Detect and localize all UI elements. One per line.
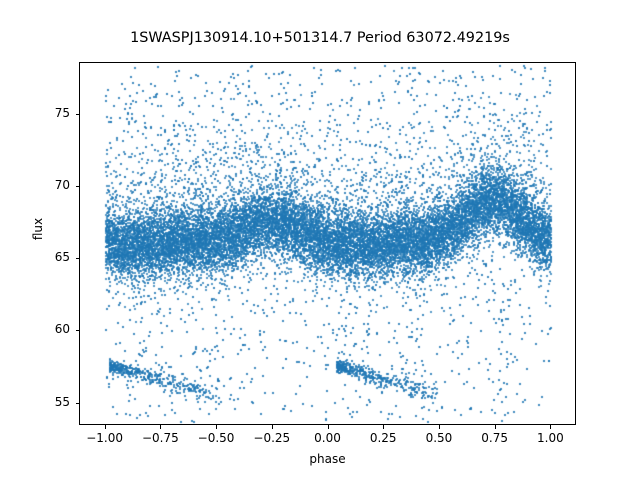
y-tick-label: 75 — [54, 105, 70, 120]
y-tick-mark — [75, 402, 79, 404]
x-tick-label: −0.50 — [197, 431, 235, 445]
y-axis-label: flux — [31, 217, 45, 241]
x-tick-mark — [160, 425, 162, 429]
y-tick-mark — [75, 186, 79, 188]
y-tick-label: 65 — [54, 250, 70, 265]
y-tick-mark — [75, 113, 79, 115]
x-tick-label: −0.25 — [253, 431, 291, 445]
x-tick-mark — [271, 425, 273, 429]
x-tick-label: 0.75 — [481, 431, 508, 445]
x-axis-label: phase — [309, 452, 346, 466]
x-tick-mark — [438, 425, 440, 429]
plot-area — [79, 62, 576, 425]
y-tick-label: 60 — [54, 322, 70, 337]
x-tick-mark — [327, 425, 329, 429]
x-tick-mark — [550, 425, 552, 429]
scatter-plot-canvas — [80, 63, 575, 424]
x-tick-label: 0.50 — [425, 431, 453, 445]
x-tick-mark — [494, 425, 496, 429]
x-tick-label: −0.75 — [141, 431, 179, 445]
x-tick-mark — [216, 425, 218, 429]
y-tick-label: 70 — [54, 178, 70, 193]
x-tick-label: 0.00 — [314, 431, 341, 445]
page-title: 1SWASPJ130914.10+501314.7 Period 63072.4… — [130, 30, 510, 46]
x-tick-mark — [104, 425, 106, 429]
y-tick-label: 55 — [54, 394, 70, 409]
x-tick-mark — [383, 425, 385, 429]
x-tick-label: 0.25 — [369, 431, 397, 445]
x-tick-label: 1.00 — [537, 431, 564, 445]
y-tick-mark — [75, 330, 79, 332]
y-tick-mark — [75, 258, 79, 260]
x-tick-label: −1.00 — [86, 431, 124, 445]
